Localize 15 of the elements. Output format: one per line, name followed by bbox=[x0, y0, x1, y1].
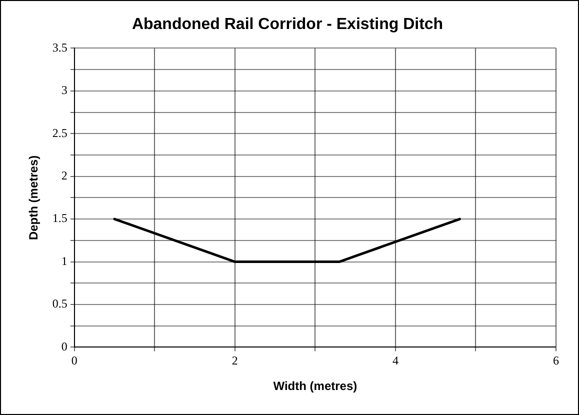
y-axis-title: Depth (metres) bbox=[26, 155, 41, 240]
y-tick-label: 0.5 bbox=[52, 296, 68, 311]
x-tick-label: 2 bbox=[232, 354, 238, 368]
y-tick-label: 0 bbox=[61, 339, 68, 354]
y-tick-label: 1.5 bbox=[52, 211, 68, 226]
y-tick-label: 1 bbox=[61, 254, 68, 268]
chart-title: Abandoned Rail Corridor - Existing Ditch bbox=[132, 16, 444, 34]
x-tick-label: 6 bbox=[553, 354, 559, 368]
x-tick-label: 0 bbox=[71, 354, 78, 368]
y-tick-label: 2.5 bbox=[52, 126, 68, 140]
y-tick-label: 3.5 bbox=[52, 40, 68, 54]
y-tick-label: 3 bbox=[61, 83, 68, 98]
x-axis-title: Width (metres) bbox=[273, 379, 358, 394]
x-tick-label: 4 bbox=[392, 354, 398, 368]
y-tick-label: 2 bbox=[61, 168, 68, 182]
